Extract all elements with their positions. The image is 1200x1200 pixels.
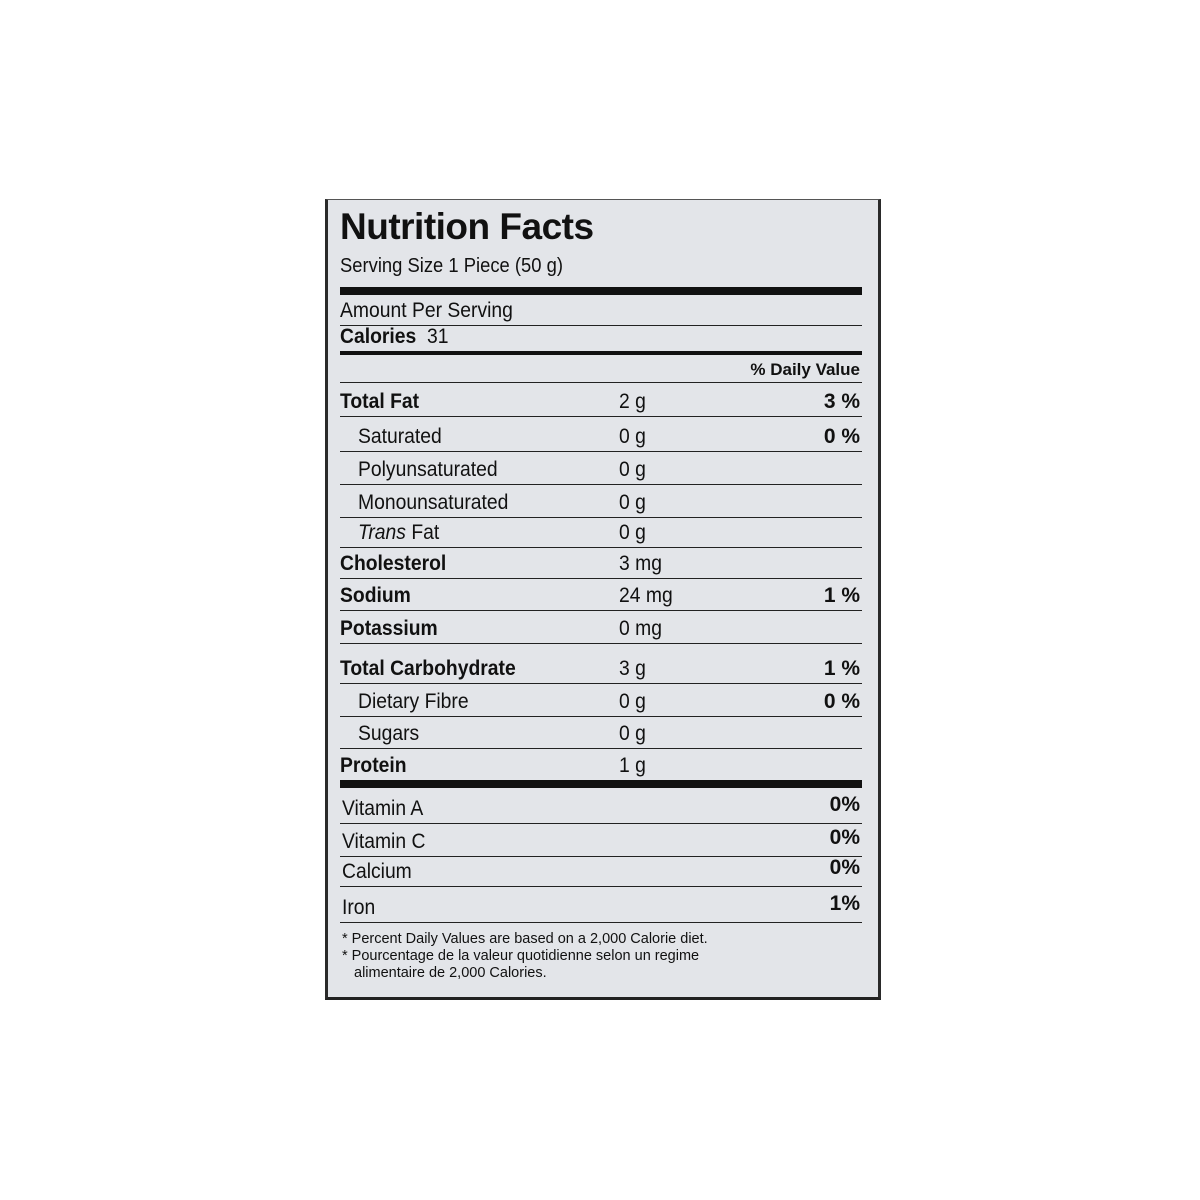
vitamin-row: Vitamin A 0% [340, 788, 862, 824]
nutrient-row: Protein 1 g [340, 749, 862, 780]
nutrient-label: Cholesterol [340, 552, 447, 575]
nutrient-label: Polyunsaturated [358, 458, 498, 481]
vitamin-label: Iron [342, 896, 376, 919]
nutrient-label: Saturated [358, 425, 442, 448]
nutrient-label: Total Carbohydrate [340, 657, 516, 680]
nutrient-label: Monounsaturated [358, 491, 509, 514]
thick-divider [340, 780, 862, 788]
nutrient-amount: 0 g [619, 521, 646, 544]
footnote-english: * Percent Daily Values are based on a 2,… [342, 931, 708, 947]
calories-value: 31 [426, 325, 449, 348]
vitamin-label: Calcium [342, 860, 412, 883]
nutrient-daily-value: 1 % [823, 657, 860, 680]
nutrient-label: Protein [340, 754, 407, 777]
nutrient-daily-value: 0 % [823, 690, 860, 713]
vitamin-daily-value: 0% [829, 793, 860, 816]
footnotes: * Percent Daily Values are based on a 2,… [342, 931, 708, 982]
vitamin-row: Iron 1% [340, 887, 862, 923]
nutrient-amount: 0 mg [619, 617, 662, 640]
serving-size: Serving Size 1 Piece (50 g) [340, 255, 563, 277]
nutrient-label: Trans Fat [358, 521, 439, 545]
nutrient-daily-value: 0 % [823, 425, 860, 448]
label-title: Nutrition Facts [340, 206, 594, 247]
nutrient-row: Cholesterol 3 mg [340, 548, 862, 579]
calories-label: Calories [340, 325, 417, 348]
amount-per-serving: Amount Per Serving [340, 299, 513, 322]
vitamin-label: Vitamin A [342, 797, 424, 820]
nutrient-amount: 0 g [619, 491, 646, 514]
nutrient-daily-value: 1 % [823, 584, 860, 607]
vitamin-daily-value: 1% [829, 892, 860, 915]
nutrient-label-text: Fat [411, 521, 440, 544]
nutrient-label: Potassium [340, 617, 438, 640]
nutrient-label-italic: Trans [358, 521, 406, 544]
amount-per-serving-row: Amount Per Serving [340, 295, 862, 326]
vitamin-row: Vitamin C 0% [340, 824, 862, 857]
daily-value-header-row: % Daily Value [340, 355, 862, 383]
nutrient-row: Total Carbohydrate 3 g 1 % [340, 644, 862, 684]
nutrient-amount: 2 g [619, 390, 646, 413]
nutrient-row: Dietary Fibre 0 g 0 % [340, 684, 862, 717]
footnote-french: * Pourcentage de la valeur quotidienne s… [342, 948, 700, 964]
nutrition-facts-label: Nutrition Facts Serving Size 1 Piece (50… [325, 199, 881, 1000]
nutrient-row: Monounsaturated 0 g [340, 485, 862, 518]
nutrient-row: Total Fat 2 g 3 % [340, 383, 862, 417]
nutrient-amount: 0 g [619, 722, 646, 745]
nutrient-amount: 3 g [619, 657, 646, 680]
nutrient-amount: 3 mg [619, 552, 662, 575]
nutrient-amount: 0 g [619, 425, 646, 448]
nutrient-row: Trans Fat 0 g [340, 518, 862, 548]
nutrient-row: Sodium 24 mg 1 % [340, 579, 862, 611]
nutrient-label: Sugars [358, 722, 420, 745]
nutrient-label: Dietary Fibre [358, 690, 469, 713]
nutrient-amount: 0 g [619, 458, 646, 481]
vitamin-label: Vitamin C [342, 830, 426, 853]
nutrient-label: Sodium [340, 584, 411, 607]
nutrient-row: Potassium 0 mg [340, 611, 862, 644]
nutrient-row: Polyunsaturated 0 g [340, 452, 862, 485]
thick-divider [340, 287, 862, 295]
nutrient-amount: 24 mg [619, 584, 673, 607]
daily-value-header: % Daily Value [750, 360, 860, 379]
nutrient-row: Saturated 0 g 0 % [340, 417, 862, 452]
nutrient-daily-value: 3 % [823, 390, 860, 413]
vitamin-daily-value: 0% [829, 856, 860, 879]
calories-row: Calories 31 [340, 325, 862, 355]
nutrient-amount: 0 g [619, 690, 646, 713]
nutrient-row: Sugars 0 g [340, 717, 862, 749]
footnote-french-continued: alimentaire de 2,000 Calories. [354, 965, 547, 981]
nutrient-label: Total Fat [340, 390, 420, 413]
nutrient-amount: 1 g [619, 754, 646, 777]
vitamin-row: Calcium 0% [340, 856, 862, 887]
vitamin-daily-value: 0% [829, 826, 860, 849]
